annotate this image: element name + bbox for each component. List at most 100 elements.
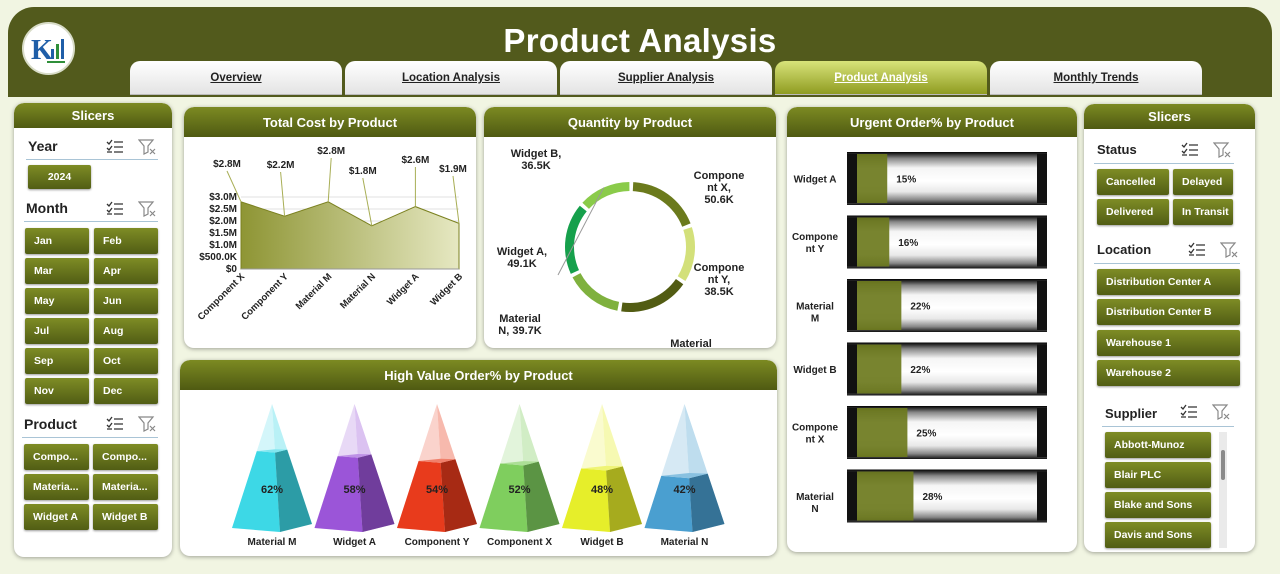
donut-slice bbox=[677, 227, 695, 281]
bar bbox=[857, 344, 902, 394]
data-label: 42% bbox=[673, 484, 695, 496]
right-slicers-panel: Slicers Status Cancelled Delayed Deliver… bbox=[1084, 104, 1255, 552]
high-value-chart-title: High Value Order% by Product bbox=[180, 360, 777, 390]
slicer-product-component-y[interactable]: Compo... bbox=[93, 444, 158, 470]
clear-filter-icon[interactable] bbox=[1212, 404, 1230, 420]
multi-select-icon[interactable] bbox=[1180, 404, 1198, 420]
clear-filter-icon[interactable] bbox=[1213, 142, 1231, 158]
x-tick-label: Widget A bbox=[385, 271, 422, 308]
data-label: 22% bbox=[910, 302, 930, 313]
y-tick-label: $3.0M bbox=[209, 192, 237, 203]
slicer-month-sep[interactable]: Sep bbox=[25, 348, 89, 374]
slicer-product-widget-b[interactable]: Widget B bbox=[93, 504, 158, 530]
product-slicer-label: Product bbox=[24, 416, 77, 432]
multi-select-icon[interactable] bbox=[1181, 142, 1199, 158]
slicer-status-delivered[interactable]: Delivered bbox=[1097, 199, 1169, 225]
slicer-month-oct[interactable]: Oct bbox=[94, 348, 158, 374]
high-value-pyramid-chart: 62% Material M 58% Widget A 54% Component Y 52… bbox=[232, 404, 725, 548]
slicer-supplier-blair-plc[interactable]: Blair PLC bbox=[1105, 462, 1211, 488]
slicer-month-nov[interactable]: Nov bbox=[25, 378, 89, 404]
pyramid-bar bbox=[644, 475, 693, 532]
slicer-month-dec[interactable]: Dec bbox=[94, 378, 158, 404]
multi-select-icon[interactable] bbox=[1188, 242, 1206, 258]
donut-data-label: Compone nt Y, 38.5K bbox=[694, 262, 745, 298]
high-value-chart-panel: High Value Order% by Product 62% Material… bbox=[180, 360, 777, 556]
slicer-product-material-m[interactable]: Materia... bbox=[24, 474, 89, 500]
pyramid-bar-top bbox=[581, 465, 623, 471]
slicer-location-warehouse-1[interactable]: Warehouse 1 bbox=[1097, 330, 1240, 356]
urgent-chart-panel: Urgent Order% by Product 15% Widget A 16% C… bbox=[787, 107, 1077, 552]
donut-data-label: Widget B, 36.5K bbox=[511, 148, 562, 172]
tab-product-analysis[interactable]: Product Analysis bbox=[775, 61, 987, 95]
slicer-status-cancelled[interactable]: Cancelled bbox=[1097, 169, 1169, 195]
data-label: 62% bbox=[261, 484, 283, 496]
slicer-month-may[interactable]: May bbox=[25, 288, 89, 314]
x-tick-label: Material M bbox=[294, 271, 335, 312]
bar-end-cap bbox=[1037, 344, 1047, 394]
multi-select-icon[interactable] bbox=[106, 416, 124, 432]
donut-slice bbox=[582, 182, 630, 209]
x-tick-label: Widget A bbox=[333, 537, 376, 548]
x-tick-label: Component X bbox=[487, 537, 552, 548]
pyramid-bar bbox=[314, 456, 363, 532]
tab-overview[interactable]: Overview bbox=[130, 61, 342, 95]
pyramid-bar-side bbox=[440, 459, 477, 532]
data-label: $2.2M bbox=[267, 160, 295, 171]
donut-data-label: Compone nt X, 50.6K bbox=[694, 170, 745, 206]
bar-end-cap bbox=[847, 281, 857, 330]
slicer-month-aug[interactable]: Aug bbox=[94, 318, 158, 344]
tab-supplier-analysis[interactable]: Supplier Analysis bbox=[560, 61, 772, 95]
slicer-product-widget-a[interactable]: Widget A bbox=[24, 504, 89, 530]
slicer-product-material-n[interactable]: Materia... bbox=[93, 474, 158, 500]
area-series bbox=[240, 201, 460, 270]
data-label: 48% bbox=[591, 484, 613, 496]
clear-filter-icon[interactable] bbox=[138, 139, 156, 155]
divider bbox=[24, 221, 158, 222]
clear-filter-icon[interactable] bbox=[1220, 242, 1238, 258]
urgent-bar-chart: 15% Widget A 16% Compone nt Y 22% Material M 22%… bbox=[792, 152, 1047, 523]
slicer-supplier-davis-and-sons[interactable]: Davis and Sons bbox=[1105, 522, 1211, 548]
y-tick-label: $0 bbox=[226, 264, 238, 275]
supplier-scrollbar-thumb[interactable] bbox=[1221, 450, 1225, 480]
slicer-month-feb[interactable]: Feb bbox=[94, 228, 158, 254]
company-logo: K bbox=[22, 22, 75, 75]
slicer-month-jun[interactable]: Jun bbox=[94, 288, 158, 314]
slicer-month-apr[interactable]: Apr bbox=[94, 258, 158, 284]
slicer-location-dc-a[interactable]: Distribution Center A bbox=[1097, 269, 1240, 295]
bar-end-cap bbox=[1037, 408, 1047, 457]
bar-end-cap bbox=[847, 408, 857, 457]
slicer-product-component-x[interactable]: Compo... bbox=[24, 444, 89, 470]
month-slicer-label: Month bbox=[26, 200, 68, 216]
supplier-scrollbar[interactable] bbox=[1219, 432, 1227, 548]
bar-end-cap bbox=[1037, 154, 1047, 203]
slicer-location-dc-b[interactable]: Distribution Center B bbox=[1097, 299, 1240, 325]
pyramid-bar-top bbox=[661, 473, 708, 479]
slicer-month-jul[interactable]: Jul bbox=[25, 318, 89, 344]
slicer-year-2024[interactable]: 2024 bbox=[28, 165, 91, 189]
bar-end-cap bbox=[847, 154, 857, 203]
data-label: $1.9M bbox=[439, 164, 467, 175]
data-label: 58% bbox=[343, 484, 365, 496]
y-tick-label: $500.0K bbox=[199, 252, 238, 263]
slicer-status-in-transit[interactable]: In Transit bbox=[1173, 199, 1233, 225]
tab-monthly-trends[interactable]: Monthly Trends bbox=[990, 61, 1202, 95]
quantity-donut-chart: Compone nt X, 50.6K Compone nt Y, 38.5K Materi… bbox=[497, 148, 745, 348]
data-label-leader bbox=[452, 175, 460, 224]
slicer-location-warehouse-2[interactable]: Warehouse 2 bbox=[1097, 360, 1240, 386]
multi-select-icon[interactable] bbox=[106, 201, 124, 217]
total-cost-chart-title: Total Cost by Product bbox=[184, 107, 476, 137]
slicer-status-delayed[interactable]: Delayed bbox=[1173, 169, 1233, 195]
slicer-month-mar[interactable]: Mar bbox=[25, 258, 89, 284]
multi-select-icon[interactable] bbox=[106, 139, 124, 155]
tab-location-analysis[interactable]: Location Analysis bbox=[345, 61, 557, 95]
slicer-supplier-abbott-munoz[interactable]: Abbott-Munoz bbox=[1105, 432, 1211, 458]
clear-filter-icon[interactable] bbox=[138, 416, 156, 432]
slicer-supplier-blake-and-sons[interactable]: Blake and Sons bbox=[1105, 492, 1211, 518]
bar bbox=[857, 154, 888, 203]
divider bbox=[22, 437, 158, 438]
clear-filter-icon[interactable] bbox=[138, 201, 156, 217]
y-tick-label: Widget A bbox=[794, 175, 837, 186]
slicer-month-jan[interactable]: Jan bbox=[25, 228, 89, 254]
bar bbox=[857, 217, 890, 267]
donut-slice bbox=[572, 273, 620, 311]
